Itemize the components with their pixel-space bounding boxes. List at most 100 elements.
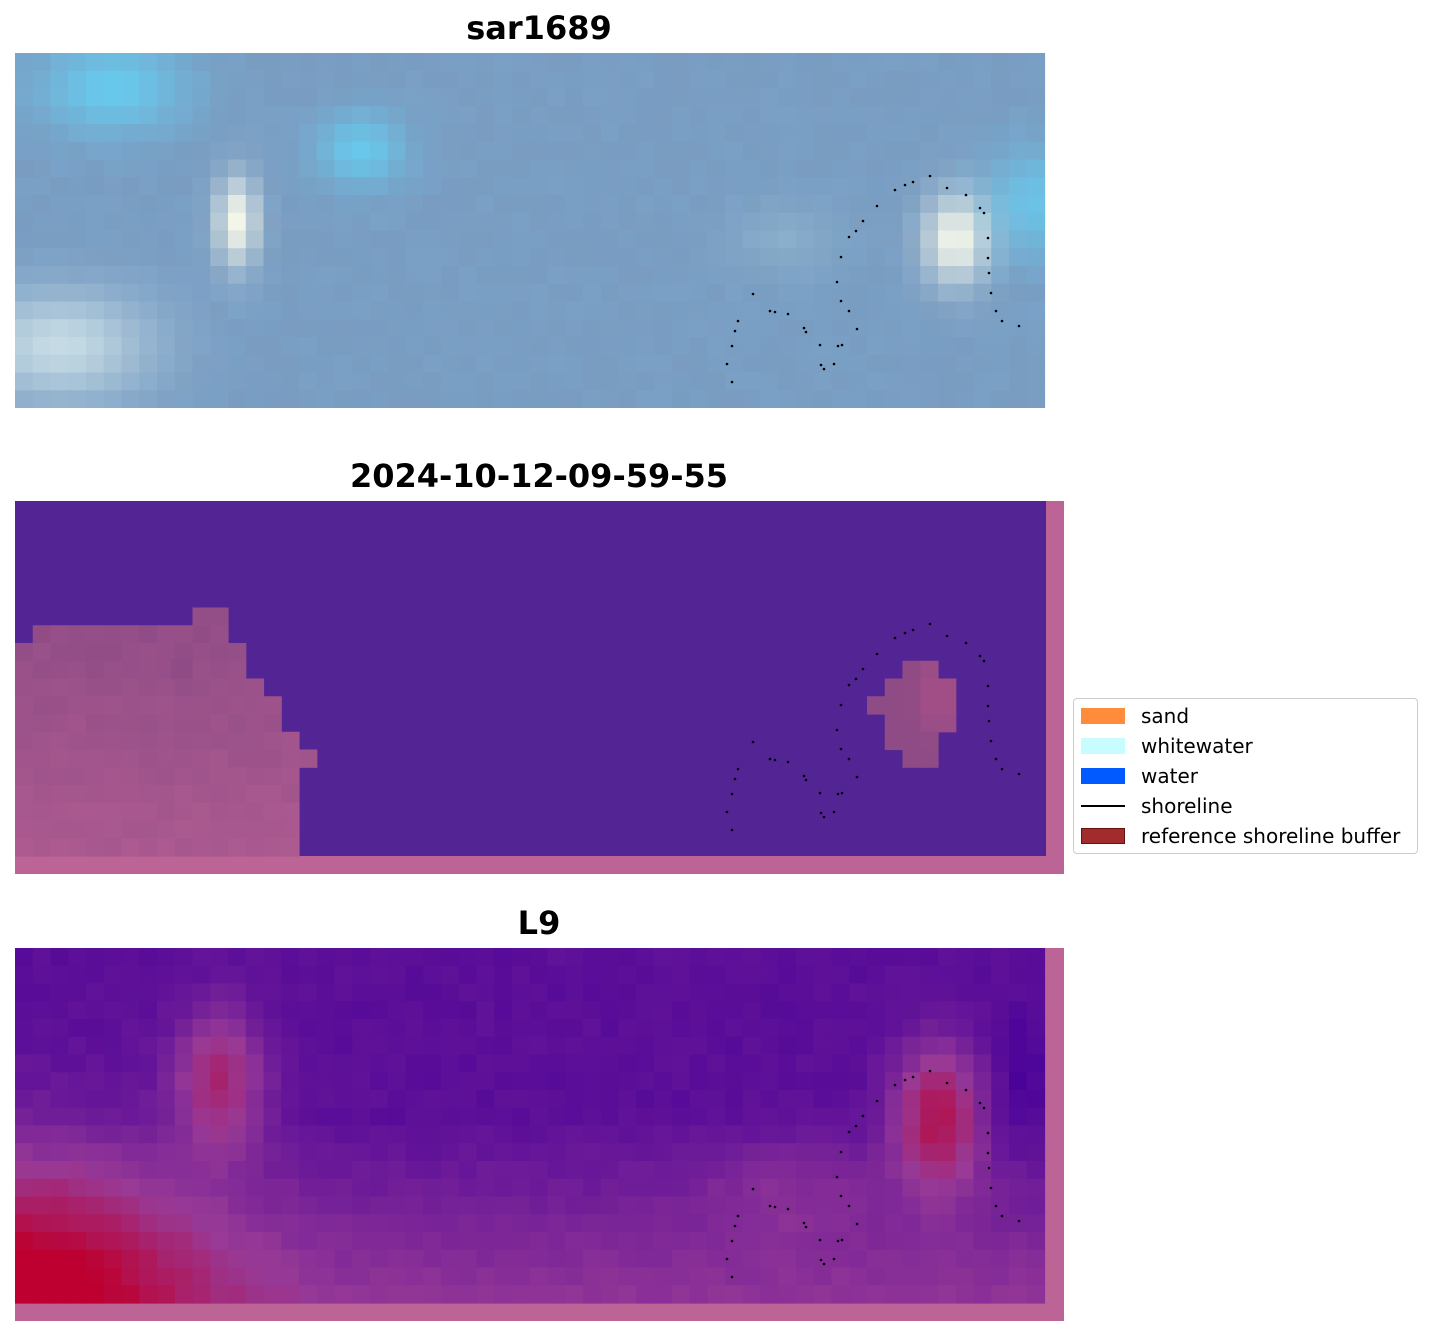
pixel [530, 53, 548, 71]
pixel [388, 266, 406, 284]
shoreline-point [855, 678, 858, 681]
land-pixel [193, 750, 211, 768]
pixel [583, 248, 601, 266]
sand-swatch [1081, 708, 1125, 724]
pixel [956, 1214, 974, 1232]
pixel [281, 1037, 299, 1055]
pixel [388, 373, 406, 391]
pixel [512, 1285, 530, 1303]
pixel [974, 1285, 992, 1303]
pixel [15, 302, 33, 320]
pixel [281, 1285, 299, 1303]
pixel [743, 160, 761, 178]
pixel [707, 1090, 725, 1108]
pixel [317, 1037, 335, 1055]
pixel [459, 1001, 477, 1019]
pixel [991, 284, 1009, 302]
pixel [938, 106, 956, 124]
pixel [104, 89, 122, 107]
pixel [139, 1072, 157, 1090]
shoreline-point [837, 345, 840, 348]
pixel [1009, 1055, 1027, 1073]
pixel [690, 1143, 708, 1161]
pixel [974, 1232, 992, 1250]
pixel [974, 89, 992, 107]
pixel [86, 1214, 104, 1232]
pixel [938, 124, 956, 142]
pixel [157, 1143, 175, 1161]
pixel [885, 390, 903, 408]
pixel [832, 89, 850, 107]
pixel [317, 266, 335, 284]
pixel [104, 1019, 122, 1037]
pixel [530, 1108, 548, 1126]
land-pixel [68, 750, 86, 768]
pixel [654, 1179, 672, 1197]
pixel [33, 1055, 51, 1073]
pixel [352, 1285, 370, 1303]
pixel [370, 160, 388, 178]
pixel [743, 1055, 761, 1073]
pixel [68, 160, 86, 178]
pixel [938, 1055, 956, 1073]
land-pixel [903, 750, 921, 768]
pixel [335, 177, 353, 195]
pixel [122, 1143, 140, 1161]
pixel [175, 1055, 193, 1073]
shoreline-point [856, 1223, 859, 1226]
pixel [619, 266, 637, 284]
pixel [335, 142, 353, 160]
pixel [956, 373, 974, 391]
land-pixel [210, 732, 228, 750]
pixel [104, 302, 122, 320]
pixel [51, 142, 69, 160]
pixel [530, 337, 548, 355]
pixel [583, 231, 601, 249]
pixel [68, 124, 86, 142]
pixel [122, 266, 140, 284]
shoreline-point [752, 1188, 755, 1191]
pixel [157, 1072, 175, 1090]
pixel [565, 71, 583, 89]
pixel [139, 1001, 157, 1019]
pixel [565, 1268, 583, 1286]
pixel [512, 302, 530, 320]
pixel [175, 106, 193, 124]
pixel [530, 231, 548, 249]
pixel [601, 319, 619, 337]
pixel [938, 248, 956, 266]
pixel [246, 1108, 264, 1126]
pixel [51, 248, 69, 266]
pixel [707, 89, 725, 107]
pixel [903, 319, 921, 337]
pixel [139, 1090, 157, 1108]
pixel [672, 1037, 690, 1055]
pixel [246, 266, 264, 284]
pixel [583, 1179, 601, 1197]
pixel [122, 89, 140, 107]
pixel [991, 248, 1009, 266]
pixel [920, 1072, 938, 1090]
pixel [778, 1090, 796, 1108]
pixel [335, 302, 353, 320]
land-pixel [210, 679, 228, 697]
pixel [157, 1179, 175, 1197]
rgb-image-panel [15, 53, 1046, 408]
pixel [281, 984, 299, 1002]
pixel [956, 1001, 974, 1019]
pixel [1027, 1214, 1045, 1232]
pixel [1009, 160, 1027, 178]
pixel [690, 231, 708, 249]
pixel [33, 160, 51, 178]
pixel [814, 966, 832, 984]
pixel [725, 1037, 743, 1055]
pixel [672, 89, 690, 107]
shoreline-point [774, 1206, 777, 1209]
pixel [920, 124, 938, 142]
pixel [139, 1214, 157, 1232]
pixel [903, 1001, 921, 1019]
pixel [903, 966, 921, 984]
pixel [1009, 302, 1027, 320]
pixel [299, 1055, 317, 1073]
pixel [175, 319, 193, 337]
